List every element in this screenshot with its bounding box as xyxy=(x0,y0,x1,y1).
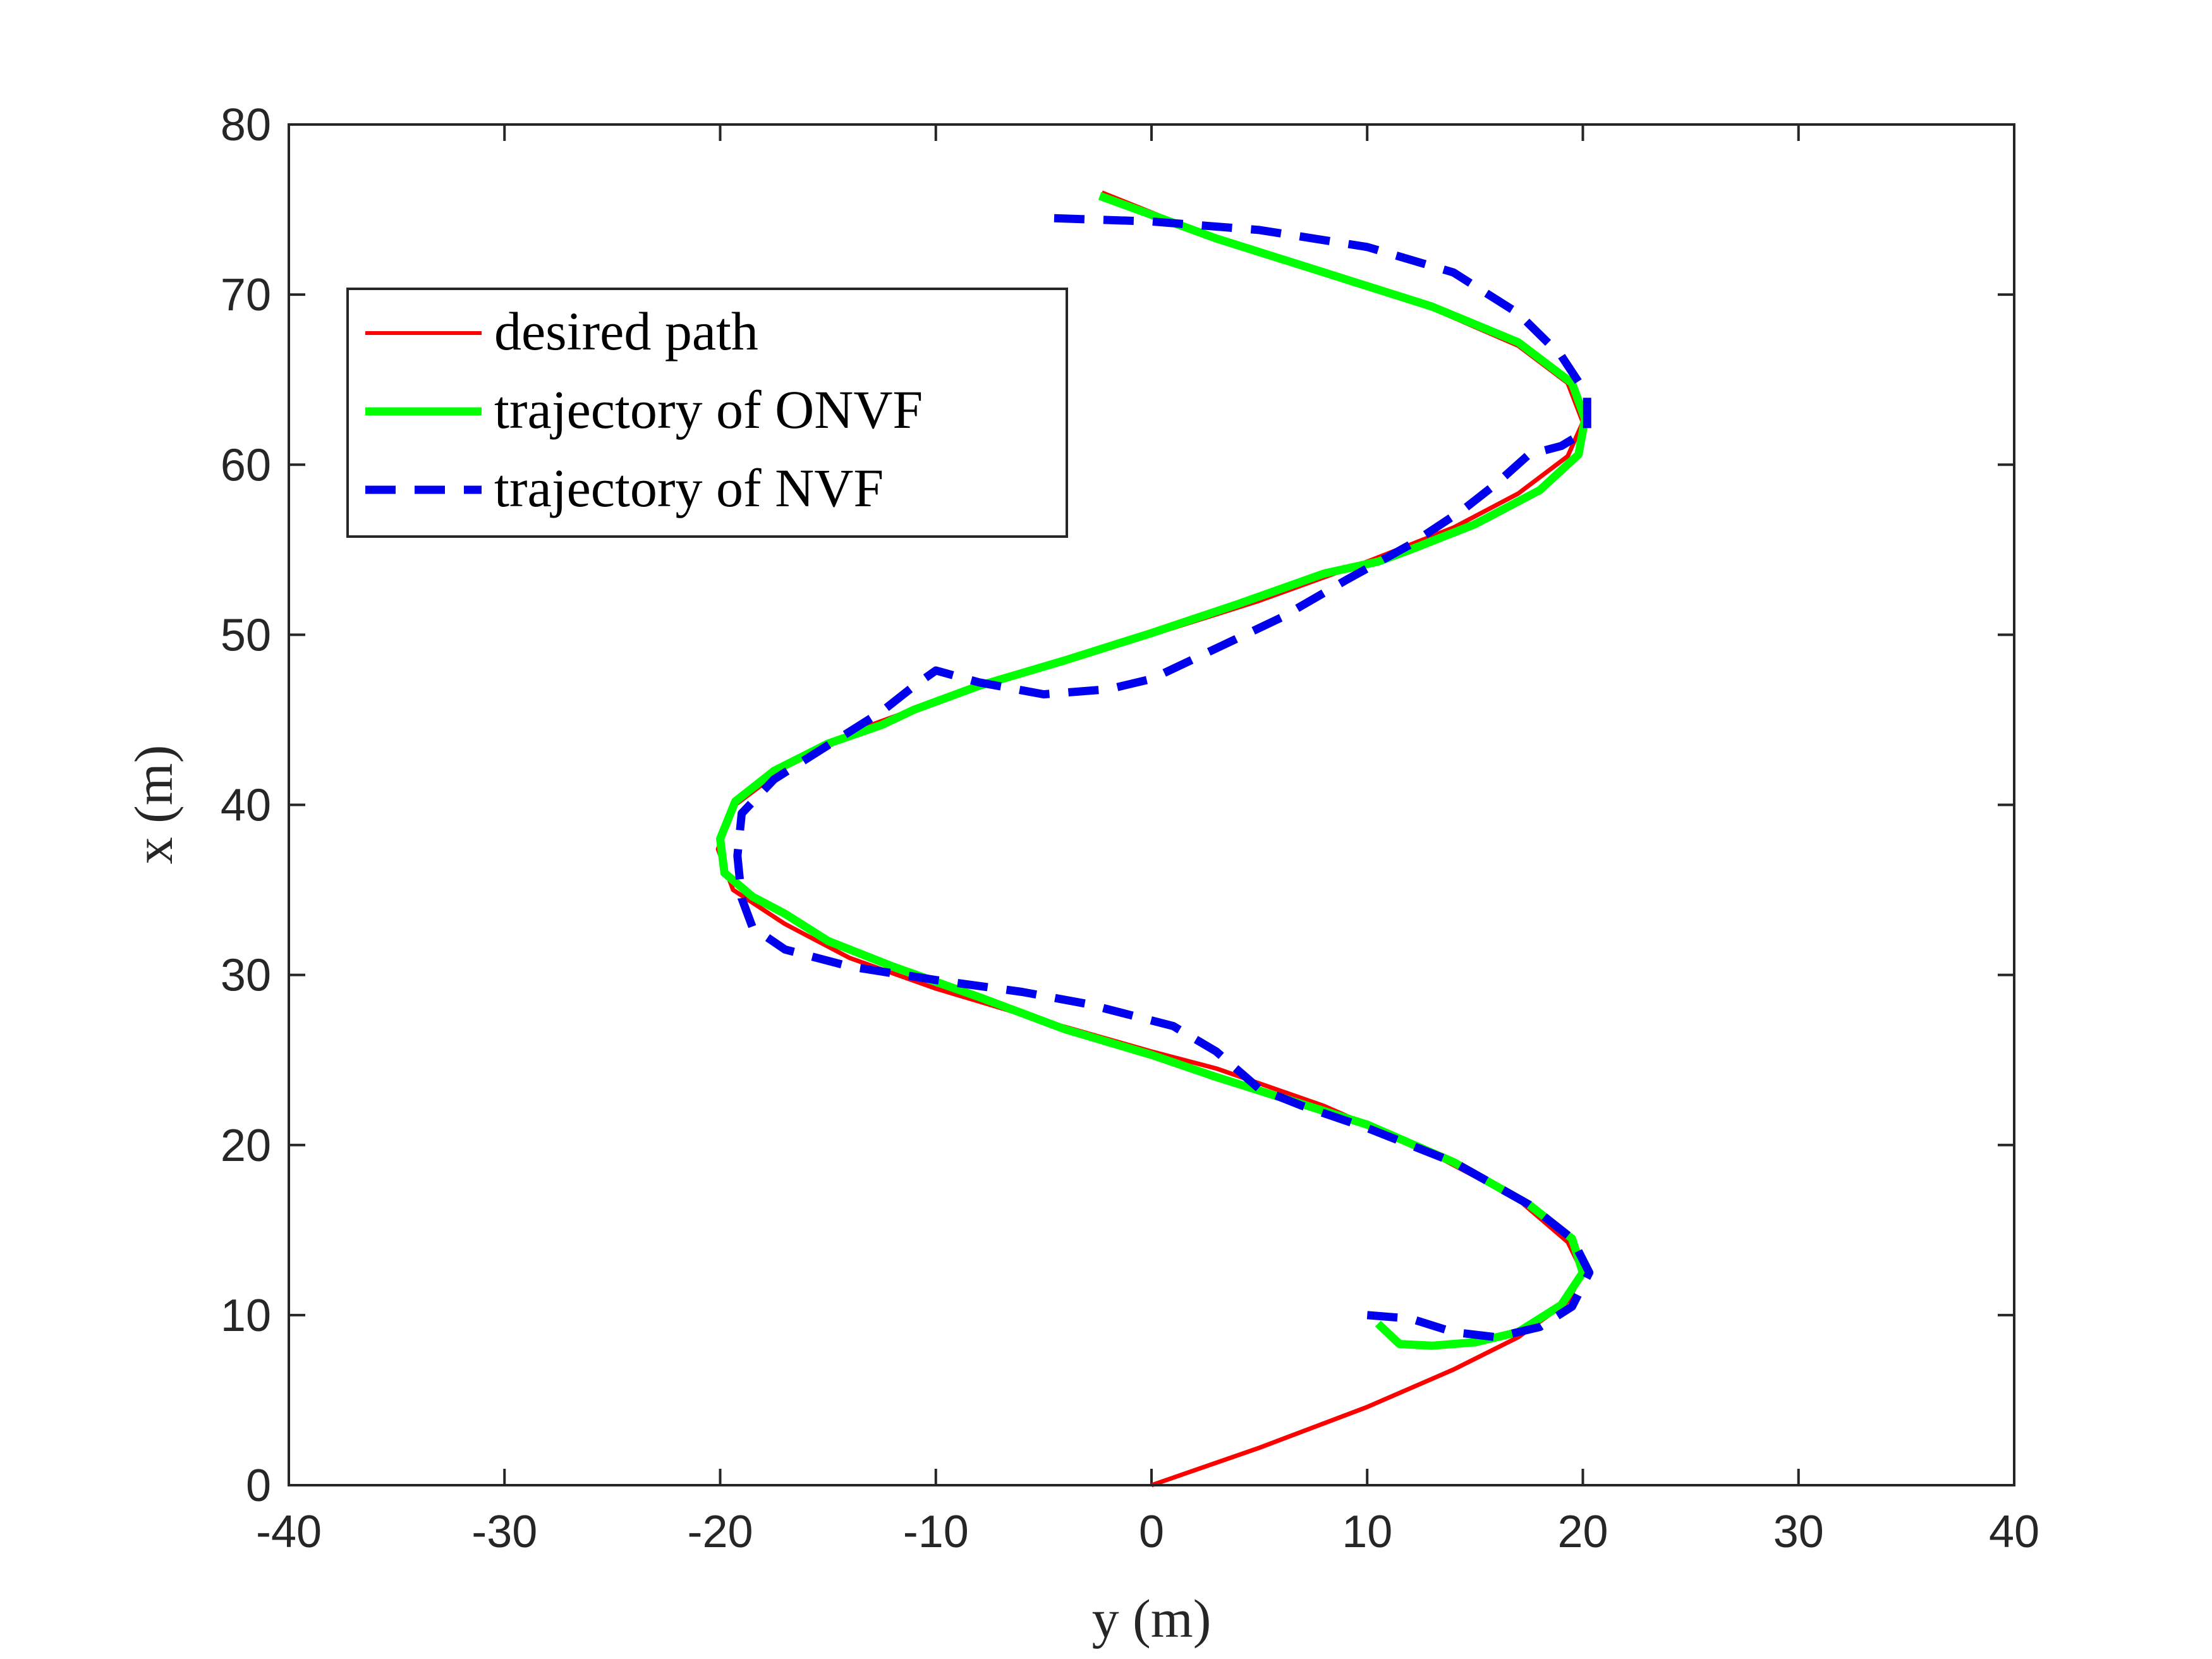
legend: desired path trajectory of ONVF trajecto… xyxy=(346,288,1068,538)
y-tick-label: 70 xyxy=(221,270,271,320)
x-tick-label: 10 xyxy=(1342,1507,1392,1557)
y-tick-label: 40 xyxy=(221,781,271,831)
x-tick-label: -40 xyxy=(256,1507,322,1557)
tick-labels-layer: -40 -30 -20 -10 0 10 20 30 40 0 10 20 30 40 50 60 70 80 xyxy=(221,100,2039,1557)
x-tick-label: 30 xyxy=(1773,1507,1824,1557)
legend-label-desired-path: desired path xyxy=(494,301,758,362)
x-tick-label: 20 xyxy=(1557,1507,1608,1557)
y-tick-label: 10 xyxy=(221,1291,271,1341)
y-axis-label: x (m) xyxy=(123,745,184,865)
x-tick-label: -10 xyxy=(903,1507,969,1557)
legend-label-nvf: trajectory of NVF xyxy=(494,458,884,518)
y-tick-label: 0 xyxy=(246,1461,271,1511)
y-tick-label: 80 xyxy=(221,100,271,150)
series-layer xyxy=(715,190,1594,1488)
x-tick-label: -30 xyxy=(471,1507,537,1557)
y-tick-label: 60 xyxy=(221,440,271,490)
x-axis-label: y (m) xyxy=(1092,1588,1212,1649)
x-tick-label: 40 xyxy=(1989,1507,2039,1557)
plot-area-border xyxy=(288,123,2015,1486)
y-tick-label: 50 xyxy=(221,610,271,660)
x-tick-label: -20 xyxy=(687,1507,753,1557)
y-tick-label: 20 xyxy=(221,1121,271,1171)
legend-label-onvf: trajectory of ONVF xyxy=(494,379,923,440)
x-tick-label: 0 xyxy=(1139,1507,1164,1557)
series-trajectory-nvf xyxy=(733,214,1594,1342)
y-tick-label: 30 xyxy=(221,951,271,1001)
